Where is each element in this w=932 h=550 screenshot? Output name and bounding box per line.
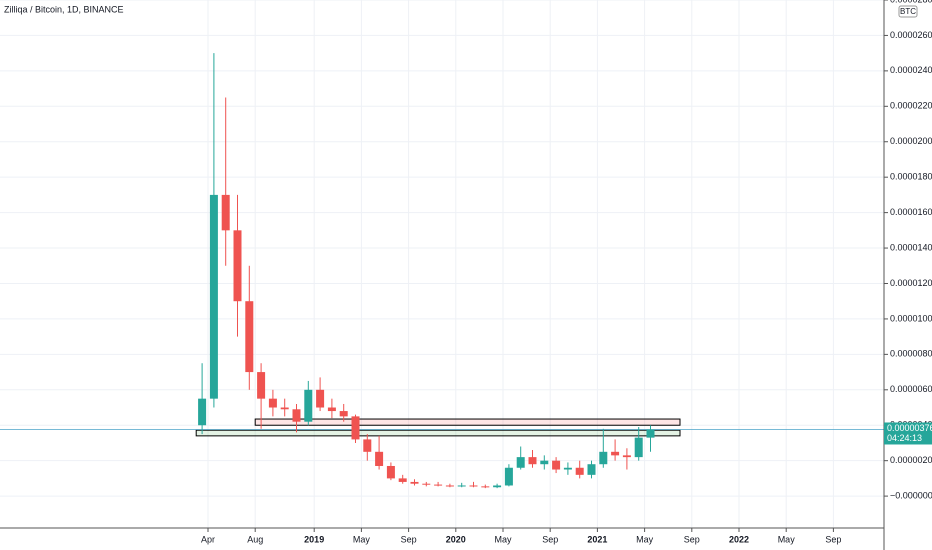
last-price-box [884,422,932,445]
x-tick-label: 2019 [304,534,324,544]
zone [195,429,681,437]
candle-body [481,486,490,488]
candle-body [516,457,525,468]
y-tick-label: 0.00002600 [890,30,932,40]
candle-body [410,481,419,484]
currency: BTC [900,7,916,16]
plot [0,53,884,489]
x-tick-label: Sep [542,534,558,544]
candle-body [363,439,372,452]
candle-body [375,451,384,466]
x-tick-label: May [353,534,371,544]
x-tick-label: May [494,534,512,544]
last-price-label: 0.00000376 [887,423,932,433]
candle-body [209,194,218,399]
candle-body [257,372,266,399]
candle-body [221,194,230,231]
candle-body [398,478,407,482]
x-tick-label: Sep [825,534,841,544]
candle-body [198,398,207,426]
candle-body [316,389,325,408]
x-tick-label: May [778,534,796,544]
x-tick-label: Apr [201,534,215,544]
candle-body [540,460,549,465]
x-tick-label: 2020 [446,534,466,544]
candle-body [646,429,655,438]
candle-body [457,485,466,487]
candle-body [469,485,478,487]
candle-body [280,407,289,410]
candle-body [292,409,301,422]
candle-body [268,398,277,408]
candle-body [552,460,561,470]
x-tick-label: Sep [401,534,417,544]
candle-body [599,451,608,465]
candle-body [422,483,431,485]
candle-body [563,467,572,470]
candle-body [622,455,631,458]
x-tick-label: Aug [247,534,263,544]
candle-body [445,485,454,487]
x-tick-label: 2022 [729,534,749,544]
x-tick-label: May [636,534,654,544]
candle-body [575,467,584,475]
candle-body [587,464,596,475]
candle-body [434,484,443,486]
y-tick-label: −0.00000000 [890,490,932,500]
x-tick-label: 2021 [587,534,607,544]
countdown: 04:24:13 [887,433,922,443]
candle-body [233,230,242,302]
candle-body [634,437,643,458]
candle-body [351,416,360,440]
y-tick-label: 0.00002800 [890,0,932,4]
candle-body [245,301,254,373]
chart-title: Zilliqa / Bitcoin, 1D, BINANCE [4,4,124,14]
candle-body [327,407,336,412]
currency-badge[interactable] [898,5,918,18]
candle-body [386,465,395,479]
candle-body [504,467,513,486]
axes: −0.000000000.000002000.000004000.0000060… [201,0,932,544]
candle-body [611,451,620,456]
grid [0,0,884,528]
zone [254,418,681,426]
candle-body [304,389,313,422]
candle-body [528,457,537,465]
x-tick-label: Sep [684,534,700,544]
candle-body [339,411,348,417]
candle-body [493,485,502,488]
